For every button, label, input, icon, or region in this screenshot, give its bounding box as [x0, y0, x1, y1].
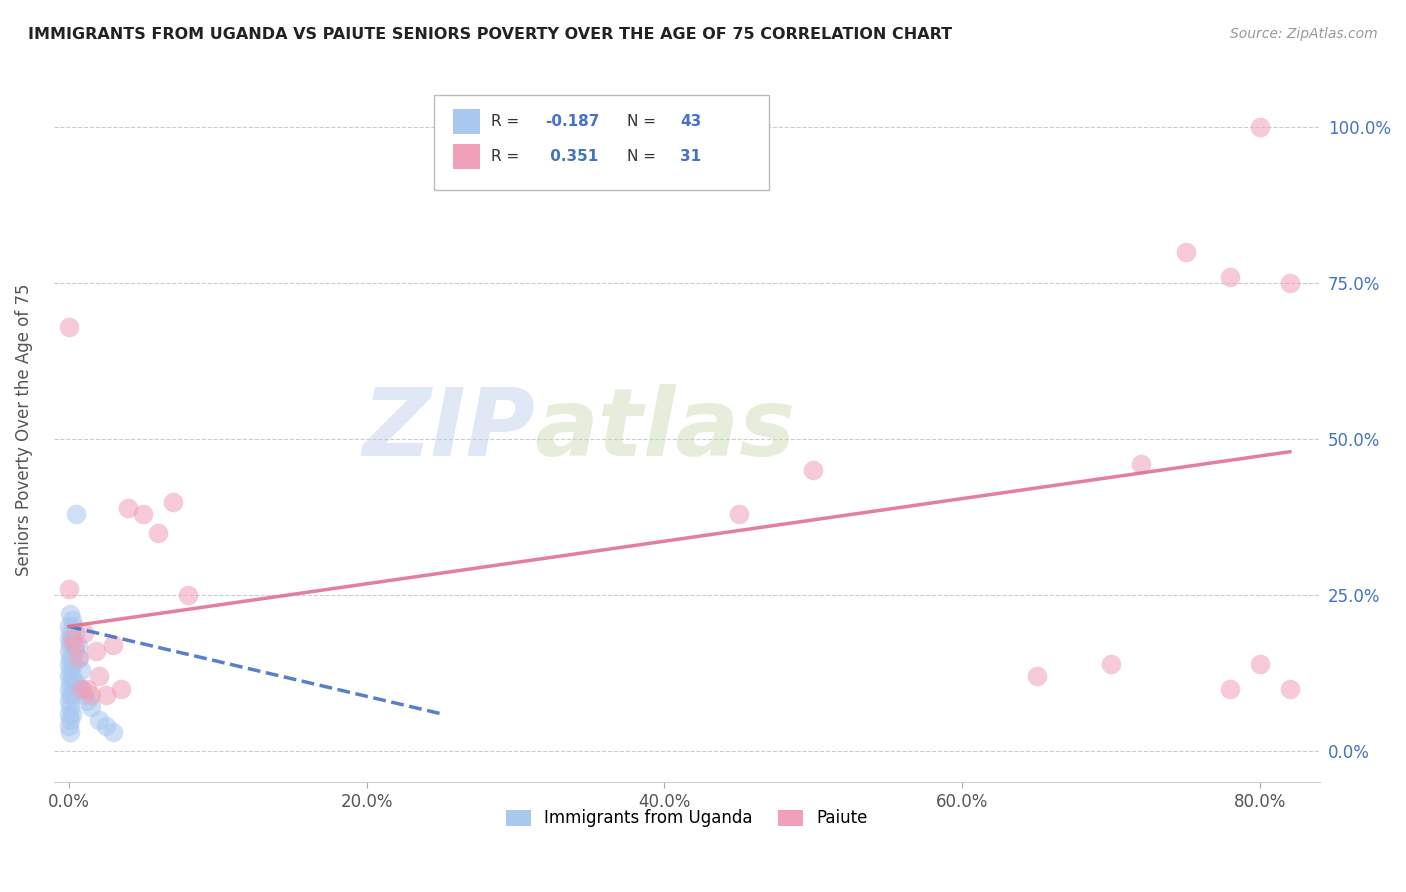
- Point: [59, 650, 82, 665]
- Text: Source: ZipAtlas.com: Source: ZipAtlas.com: [1230, 27, 1378, 41]
- Point: [103, 638, 125, 652]
- Point: [58, 644, 80, 658]
- Point: [58, 582, 80, 596]
- Point: [59, 663, 82, 677]
- Point: [60, 650, 83, 665]
- Text: R =: R =: [491, 149, 519, 164]
- Point: [58, 619, 80, 633]
- Point: [66, 638, 89, 652]
- Point: [1025, 669, 1047, 683]
- Point: [60, 632, 83, 646]
- Point: [1219, 270, 1241, 285]
- Point: [69, 663, 91, 677]
- FancyBboxPatch shape: [433, 95, 769, 190]
- Point: [70, 681, 93, 696]
- Point: [67, 650, 90, 665]
- Point: [66, 650, 89, 665]
- Point: [58, 719, 80, 733]
- Text: 0.351: 0.351: [546, 149, 598, 164]
- Point: [1278, 277, 1301, 291]
- Text: ZIP: ZIP: [361, 384, 534, 476]
- Point: [58, 320, 80, 334]
- Point: [63, 644, 86, 658]
- Point: [62, 675, 84, 690]
- Text: 31: 31: [681, 149, 702, 164]
- Point: [65, 675, 87, 690]
- Point: [80, 688, 103, 702]
- Text: IMMIGRANTS FROM UGANDA VS PAIUTE SENIORS POVERTY OVER THE AGE OF 75 CORRELATION : IMMIGRANTS FROM UGANDA VS PAIUTE SENIORS…: [28, 27, 952, 42]
- Legend: Immigrants from Uganda, Paiute: Immigrants from Uganda, Paiute: [499, 803, 875, 834]
- Point: [59, 713, 82, 727]
- Text: N =: N =: [627, 113, 657, 128]
- Point: [117, 500, 139, 515]
- Point: [59, 607, 82, 621]
- Point: [59, 675, 82, 690]
- Text: atlas: atlas: [534, 384, 796, 476]
- Point: [62, 657, 84, 671]
- Point: [69, 681, 91, 696]
- Text: 43: 43: [681, 113, 702, 128]
- Text: -0.187: -0.187: [546, 113, 599, 128]
- Point: [1219, 681, 1241, 696]
- Point: [1099, 657, 1122, 671]
- Point: [146, 525, 169, 540]
- Point: [103, 725, 125, 739]
- Point: [59, 725, 82, 739]
- Point: [58, 694, 80, 708]
- Point: [59, 638, 82, 652]
- Point: [1249, 657, 1271, 671]
- Point: [60, 688, 83, 702]
- Point: [132, 507, 155, 521]
- Point: [58, 681, 80, 696]
- Point: [94, 688, 117, 702]
- Point: [60, 613, 83, 627]
- Point: [177, 588, 200, 602]
- Point: [58, 632, 80, 646]
- Point: [1129, 457, 1152, 471]
- Point: [63, 625, 86, 640]
- Point: [58, 657, 80, 671]
- Text: R =: R =: [491, 113, 519, 128]
- Point: [162, 494, 184, 508]
- Point: [110, 681, 132, 696]
- Point: [58, 669, 80, 683]
- Point: [60, 706, 83, 721]
- Point: [1278, 681, 1301, 696]
- Point: [80, 700, 103, 714]
- Point: [76, 681, 98, 696]
- Text: N =: N =: [627, 149, 657, 164]
- Point: [801, 463, 824, 477]
- Point: [59, 625, 82, 640]
- FancyBboxPatch shape: [453, 109, 481, 134]
- Point: [72, 688, 94, 702]
- Point: [60, 632, 83, 646]
- Point: [59, 700, 82, 714]
- Point: [94, 719, 117, 733]
- Point: [62, 619, 84, 633]
- Y-axis label: Seniors Poverty Over the Age of 75: Seniors Poverty Over the Age of 75: [15, 284, 32, 576]
- Point: [728, 507, 751, 521]
- Point: [65, 507, 87, 521]
- Point: [62, 638, 84, 652]
- FancyBboxPatch shape: [453, 145, 481, 169]
- Point: [84, 644, 107, 658]
- Point: [1249, 120, 1271, 135]
- Point: [87, 713, 110, 727]
- Point: [1174, 245, 1197, 260]
- Point: [59, 688, 82, 702]
- Point: [58, 706, 80, 721]
- Point: [72, 625, 94, 640]
- Point: [60, 669, 83, 683]
- Point: [76, 694, 98, 708]
- Point: [63, 638, 86, 652]
- Point: [87, 669, 110, 683]
